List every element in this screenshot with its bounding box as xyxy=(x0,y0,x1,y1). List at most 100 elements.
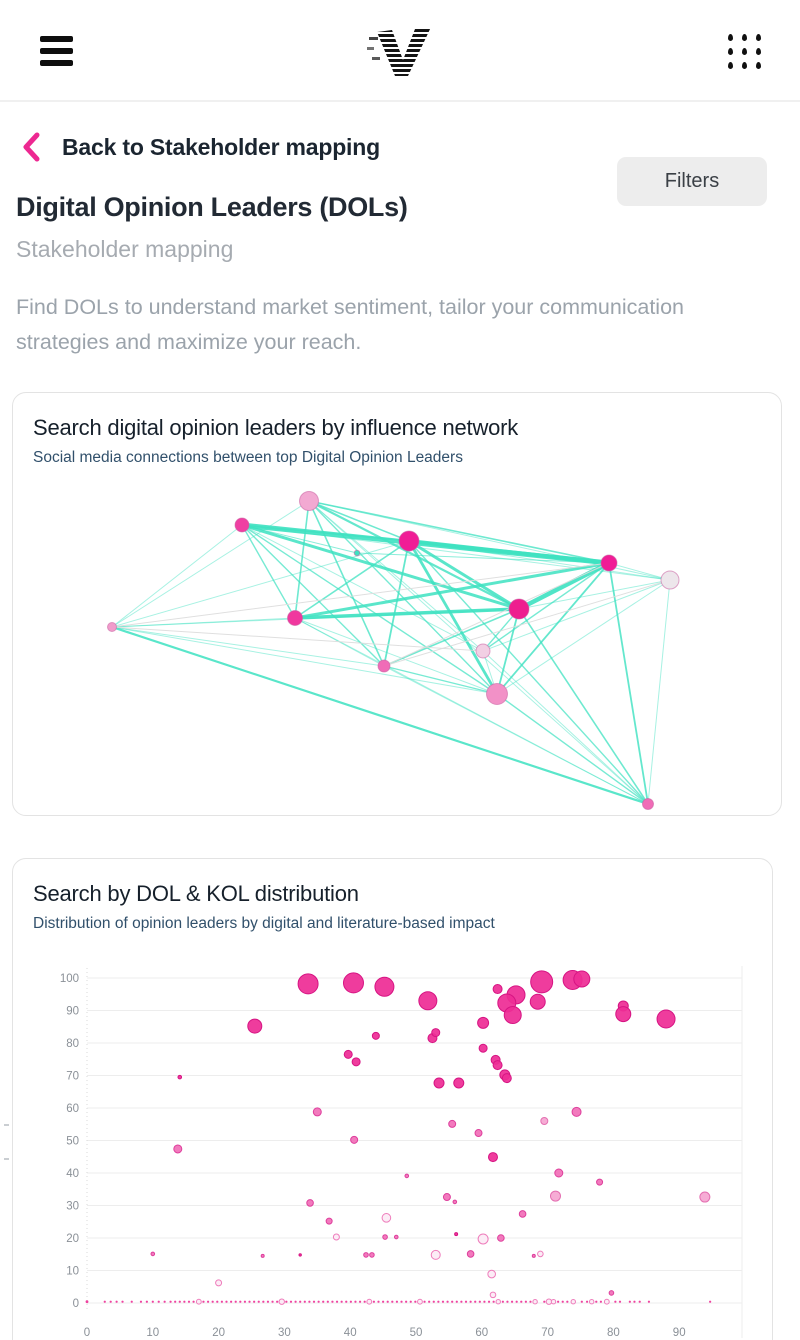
scatter-bubble[interactable] xyxy=(247,1018,263,1034)
scatter-bubble[interactable] xyxy=(656,1009,676,1029)
network-node[interactable] xyxy=(508,598,530,620)
scatter-bubble[interactable] xyxy=(497,1234,505,1242)
scatter-baseline-dot xyxy=(400,1300,403,1303)
scatter-bubble[interactable] xyxy=(571,1106,582,1117)
scatter-bubble[interactable] xyxy=(477,1233,489,1245)
scatter-baseline-dot xyxy=(230,1300,233,1303)
scatter-bubble[interactable] xyxy=(215,1279,223,1287)
scatter-bubble[interactable] xyxy=(477,1016,490,1029)
scatter-baseline-dot xyxy=(386,1300,389,1303)
scatter-bubble[interactable] xyxy=(312,1107,322,1117)
scatter-bubble[interactable] xyxy=(492,984,503,995)
network-node[interactable] xyxy=(600,554,618,572)
scatter-bubble[interactable] xyxy=(306,1199,314,1207)
scatter-baseline-dot xyxy=(363,1300,366,1303)
filters-button[interactable]: Filters xyxy=(617,157,767,206)
scatter-bubble[interactable] xyxy=(529,993,546,1010)
scatter-bubble[interactable] xyxy=(350,1135,359,1144)
network-node[interactable] xyxy=(660,570,680,590)
back-link[interactable]: Back to Stakeholder mapping xyxy=(20,132,380,162)
scatter-bubble[interactable] xyxy=(433,1077,445,1089)
scatter-baseline-dot xyxy=(614,1300,617,1303)
scatter-bubble[interactable] xyxy=(487,1269,496,1279)
network-node[interactable] xyxy=(398,530,420,552)
scatter-bubble[interactable] xyxy=(374,976,395,997)
network-node[interactable] xyxy=(107,622,117,632)
scatter-bubble[interactable] xyxy=(298,1253,302,1257)
scatter-bubble[interactable] xyxy=(351,1057,361,1067)
scatter-bubble[interactable] xyxy=(342,972,364,994)
network-edge xyxy=(383,540,410,667)
scatter-bubble[interactable] xyxy=(404,1173,410,1179)
scatter-baseline-dot xyxy=(109,1300,112,1303)
scatter-baseline-dot xyxy=(570,1299,576,1305)
network-edge xyxy=(496,579,671,695)
scatter-bubble[interactable] xyxy=(596,1178,604,1186)
scatter-bubble[interactable] xyxy=(381,1213,392,1223)
scatter-baseline-dot xyxy=(178,1300,181,1303)
scatter-bubble[interactable] xyxy=(453,1077,465,1089)
scatter-bubble[interactable] xyxy=(173,1144,183,1154)
network-edge xyxy=(308,500,498,695)
scatter-bubble[interactable] xyxy=(177,1074,183,1080)
scatter-bubble[interactable] xyxy=(474,1129,483,1138)
network-edge xyxy=(111,540,410,628)
scatter-bubble[interactable] xyxy=(554,1168,564,1178)
scatter-baseline-dot xyxy=(183,1300,186,1303)
scatter-baseline-dot xyxy=(483,1300,486,1303)
network-node[interactable] xyxy=(299,491,319,511)
scatter-bubble[interactable] xyxy=(489,1291,497,1299)
network-node[interactable] xyxy=(377,659,391,673)
network-node[interactable] xyxy=(353,549,361,557)
scatter-bubble[interactable] xyxy=(418,991,438,1011)
y-axis-tick-label: 30 xyxy=(66,1201,79,1213)
scatter-bubble[interactable] xyxy=(518,1210,527,1218)
scatter-bubble[interactable] xyxy=(332,1233,340,1241)
scatter-bubble[interactable] xyxy=(540,1117,549,1125)
scatter-bubble[interactable] xyxy=(549,1190,561,1202)
scatter-bubble[interactable] xyxy=(452,1199,458,1205)
network-edge xyxy=(482,579,671,652)
scatter-bubble[interactable] xyxy=(492,1060,503,1071)
scatter-bubble[interactable] xyxy=(478,1043,488,1053)
scatter-bubble[interactable] xyxy=(454,1232,459,1237)
scatter-bubble[interactable] xyxy=(150,1251,156,1257)
scatter-bubble[interactable] xyxy=(503,1006,522,1025)
network-node[interactable] xyxy=(234,517,250,533)
scatter-bubble[interactable] xyxy=(430,1249,441,1260)
scatter-bubble[interactable] xyxy=(431,1028,441,1038)
scatter-bubble[interactable] xyxy=(442,1193,451,1202)
scatter-bubble[interactable] xyxy=(382,1234,388,1240)
scatter-bubble[interactable] xyxy=(608,1290,615,1296)
dol-kol-scatter-chart[interactable]: 0 10 20 30 40 50 60 70 80 90 100 0 10 20 30 40 50 60 70 80 9… xyxy=(0,940,800,1340)
scatter-bubble[interactable] xyxy=(363,1252,369,1258)
scatter-bubble[interactable] xyxy=(537,1250,544,1258)
scatter-bubble[interactable] xyxy=(615,1006,632,1023)
scatter-bubble[interactable] xyxy=(393,1234,399,1240)
network-node[interactable] xyxy=(475,643,491,659)
network-node[interactable] xyxy=(287,610,303,626)
striped-v-logo-icon[interactable] xyxy=(365,24,435,79)
scatter-bubble[interactable] xyxy=(297,973,319,995)
scatter-bubble[interactable] xyxy=(573,970,591,988)
scatter-bubble[interactable] xyxy=(487,1152,498,1163)
scatter-bubble[interactable] xyxy=(369,1252,375,1258)
apps-grid-icon[interactable] xyxy=(726,33,762,69)
scatter-bubble[interactable] xyxy=(260,1253,265,1258)
influence-network-chart[interactable] xyxy=(0,480,800,816)
scatter-bubble[interactable] xyxy=(371,1031,380,1040)
scatter-bubble[interactable] xyxy=(325,1217,333,1225)
scatter-bubble[interactable] xyxy=(531,1253,536,1258)
scatter-bubble[interactable] xyxy=(530,970,554,994)
scatter-bubble[interactable] xyxy=(699,1191,711,1203)
scatter-bubble[interactable] xyxy=(466,1250,475,1258)
scatter-bubble[interactable] xyxy=(343,1049,353,1059)
scatter-bubble[interactable] xyxy=(501,1073,512,1084)
page-title: Digital Opinion Leaders (DOLs) xyxy=(16,192,408,222)
hamburger-menu-icon[interactable] xyxy=(40,36,74,66)
y-axis-tick-label: 90 xyxy=(66,1006,79,1018)
network-node[interactable] xyxy=(642,798,654,810)
network-node[interactable] xyxy=(486,683,508,705)
scatter-bubble[interactable] xyxy=(448,1119,457,1128)
scatter-baseline-dot xyxy=(174,1300,177,1303)
